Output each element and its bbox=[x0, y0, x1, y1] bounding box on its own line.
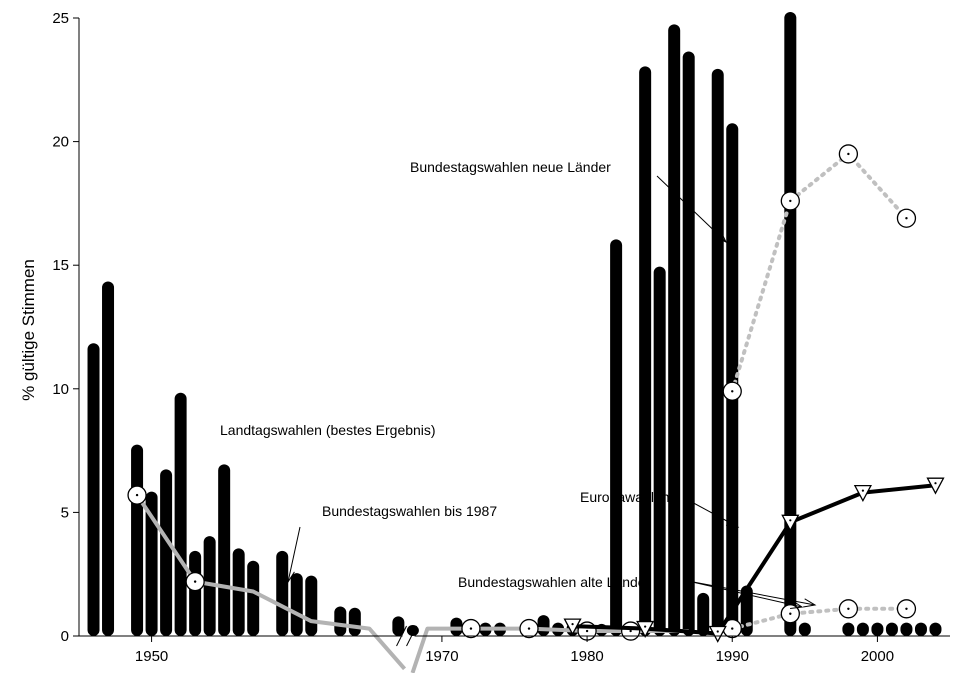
marker-europawahlen-2004 bbox=[926, 477, 945, 495]
marker-dot-bundestag-alte-1994 bbox=[789, 612, 792, 615]
y-tick-label-20: 20 bbox=[52, 134, 69, 151]
x-tick-label-2000: 2000 bbox=[861, 648, 894, 665]
bar-1989 bbox=[711, 68, 724, 636]
marker-dot-bundestag-alte-2002 bbox=[905, 607, 908, 611]
marker-dot-europawahlen-2004 bbox=[934, 482, 937, 485]
bar-2002 bbox=[900, 622, 913, 636]
bar-1960 bbox=[290, 573, 303, 636]
marker-europawahlen-1979 bbox=[563, 618, 582, 636]
x-tick-label-1990: 1990 bbox=[716, 648, 749, 665]
axes-group: 0 5 10 15 20 25 1950 1970 1980 1990 2000 bbox=[52, 10, 950, 665]
annotations-group: Landtagswahlen (bestes Ergebnis) Bundest… bbox=[220, 159, 817, 610]
bar-1953 bbox=[189, 550, 202, 636]
marker-dot-bundestag-alte-1998 bbox=[847, 607, 850, 611]
annotation-arrow-line-4 bbox=[687, 580, 816, 606]
bar-1985 bbox=[653, 266, 666, 636]
bar-1946 bbox=[87, 343, 100, 636]
annotation-bundestag-neue: Bundestagswahlen neue Länder bbox=[410, 159, 611, 175]
line-bundestag-neue bbox=[730, 151, 909, 394]
line-bundestag-alte bbox=[730, 606, 909, 631]
annotation-arrow-head-3 bbox=[790, 600, 804, 610]
marker-dot-europawahlen-1984 bbox=[644, 625, 647, 628]
annotation-arrow-head-4 bbox=[803, 598, 817, 608]
bar-1984 bbox=[639, 66, 652, 636]
bar-1999 bbox=[856, 622, 869, 636]
bar-1998 bbox=[842, 622, 855, 636]
marker-dot-bundestag-bis-1987-1953 bbox=[193, 580, 197, 583]
bar-1947 bbox=[102, 281, 115, 636]
marker-dot-bundestag-bis-1987-1972 bbox=[469, 627, 473, 630]
marker-europawahlen-1989 bbox=[708, 625, 727, 643]
marker-dot-bundestag-bis-1987-1976 bbox=[527, 627, 531, 630]
bar-1959 bbox=[276, 550, 289, 636]
annotation-arrow-head-2 bbox=[726, 517, 740, 528]
marker-dot-bundestag-alte-1990 bbox=[731, 627, 734, 630]
marker-dot-bundestag-neue-1998 bbox=[847, 152, 850, 156]
annotation-arrow-line-2 bbox=[687, 499, 739, 528]
y-axis-label: % gültige Stimmen bbox=[19, 259, 38, 401]
marker-dot-europawahlen-1999 bbox=[861, 489, 865, 492]
axis-break-mark-1 bbox=[396, 625, 407, 647]
bar-2000 bbox=[871, 622, 884, 636]
bars-group bbox=[87, 12, 942, 637]
bar-1982 bbox=[610, 239, 623, 636]
bar-1995 bbox=[798, 622, 811, 636]
annotation-arrow-head-1 bbox=[714, 231, 728, 244]
marker-dot-bundestag-neue-1990 bbox=[731, 390, 734, 393]
bar-1987 bbox=[682, 51, 695, 636]
annotation-arrow-line-1 bbox=[656, 175, 727, 243]
marker-europawahlen-1999 bbox=[853, 484, 872, 503]
annotation-bundestag-alte: Bundestagswahlen alte Länder bbox=[458, 574, 651, 590]
y-tick-label-5: 5 bbox=[61, 504, 69, 521]
bar-2003 bbox=[914, 622, 927, 636]
y-tick-label-10: 10 bbox=[52, 381, 69, 398]
y-tick-label-15: 15 bbox=[52, 257, 69, 274]
bar-1956 bbox=[232, 548, 245, 636]
bar-1957 bbox=[247, 560, 260, 636]
axis-break-mark-2 bbox=[406, 625, 417, 647]
bar-1961 bbox=[305, 575, 318, 636]
bar-1967 bbox=[392, 616, 405, 636]
marker-europawahlen-1994 bbox=[781, 514, 800, 532]
bar-1950 bbox=[145, 491, 158, 636]
bar-1949 bbox=[131, 444, 144, 636]
bar-1988 bbox=[697, 592, 710, 636]
marker-dot-europawahlen-1989 bbox=[716, 630, 719, 633]
marker-dot-europawahlen-1994 bbox=[789, 519, 792, 522]
line-bundestag-bis-1987-seg0 bbox=[135, 493, 407, 671]
line-europawahlen bbox=[570, 483, 938, 636]
bar-1963 bbox=[334, 606, 347, 636]
bar-1994 bbox=[784, 12, 797, 636]
annotation-landtagswahlen: Landtagswahlen (bestes Ergebnis) bbox=[220, 422, 436, 438]
marker-europawahlen-1984 bbox=[636, 620, 655, 638]
annotation-arrow-line-0 bbox=[287, 526, 301, 583]
bar-1952 bbox=[174, 392, 187, 636]
x-tick-label-1970: 1970 bbox=[425, 648, 458, 665]
annotation-europawahlen: Europawahlen bbox=[580, 489, 670, 505]
annotation-arrow-head-0 bbox=[285, 570, 295, 584]
annotation-bundestag-bis-1987: Bundestagswahlen bis 1987 bbox=[322, 503, 497, 519]
marker-dot-europawahlen-1979 bbox=[571, 623, 574, 626]
bar-2001 bbox=[885, 622, 898, 636]
bar-1955 bbox=[218, 464, 231, 636]
marker-dot-bundestag-bis-1987-1949 bbox=[135, 493, 139, 497]
lines-group bbox=[127, 144, 945, 673]
bar-2004 bbox=[929, 622, 942, 636]
bar-1951 bbox=[160, 469, 173, 636]
annotation-arrow-line-3 bbox=[687, 580, 803, 608]
bar-1977 bbox=[537, 615, 550, 636]
bar-1986 bbox=[668, 24, 681, 637]
y-tick-label-25: 25 bbox=[52, 10, 69, 27]
bar-1990 bbox=[726, 123, 739, 637]
marker-dot-bundestag-neue-2002 bbox=[905, 217, 908, 220]
y-tick-label-0: 0 bbox=[61, 628, 69, 645]
marker-dot-bundestag-bis-1987-1980 bbox=[585, 629, 589, 633]
marker-dot-bundestag-bis-1987-1983 bbox=[629, 629, 632, 633]
bar-1964 bbox=[348, 607, 361, 636]
x-tick-label-1980: 1980 bbox=[570, 648, 603, 665]
x-tick-label-1950: 1950 bbox=[135, 648, 168, 665]
marker-dot-bundestag-neue-1994 bbox=[789, 199, 792, 203]
